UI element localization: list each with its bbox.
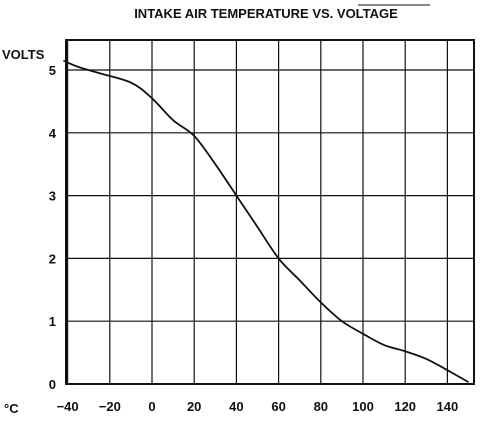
x-tick-label-20: 20 [187,399,201,414]
x-tick-label--40: −40 [57,399,79,414]
y-tick-labels: 0 1 2 3 4 5 [49,63,57,392]
x-tick-label-120: 120 [394,399,416,414]
y-tick-label-1: 1 [49,314,56,329]
x-tick-label-140: 140 [437,399,459,414]
chart-title: INTAKE AIR TEMPERATURE VS. VOLTAGE [134,6,398,21]
y-tick-label-0: 0 [49,377,56,392]
x-tick-label-80: 80 [314,399,328,414]
x-tick-labels: −40 −20 0 20 40 60 80 100 120 140 [57,399,459,414]
y-axis-label: VOLTS [2,47,45,62]
x-tick-label--20: −20 [99,399,121,414]
plot-frame [65,39,475,385]
x-axis-unit: °C [4,401,19,416]
grid [66,40,474,385]
x-tick-label-60: 60 [271,399,285,414]
x-tick-label-0: 0 [148,399,155,414]
x-tick-label-40: 40 [229,399,243,414]
y-tick-label-2: 2 [49,251,56,266]
y-tick-label-5: 5 [49,63,56,78]
series-layer [63,59,469,383]
series-line-0 [63,59,469,383]
x-tick-label-100: 100 [352,399,374,414]
y-tick-label-4: 4 [49,126,57,141]
y-tick-label-3: 3 [49,189,56,204]
